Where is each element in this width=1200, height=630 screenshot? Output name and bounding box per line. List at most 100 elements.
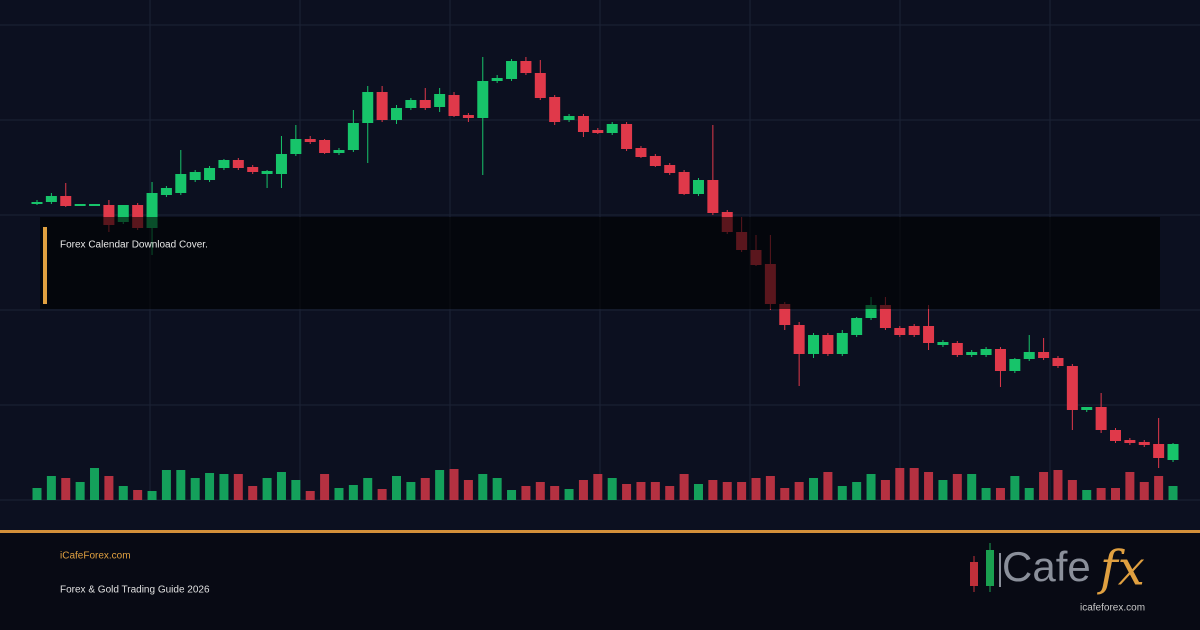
candle-body	[1138, 442, 1150, 445]
logo-url: icafeforex.com	[1080, 603, 1145, 614]
volume-bar	[909, 468, 919, 500]
candle-body	[966, 352, 978, 355]
candle-body	[1066, 366, 1078, 410]
candle-body	[491, 78, 503, 81]
volume-bar	[1096, 488, 1106, 500]
candle-body	[189, 172, 201, 180]
candle-body	[1081, 407, 1093, 410]
volume-bar	[981, 488, 991, 500]
candle-body	[822, 335, 834, 354]
volume-bar	[219, 474, 229, 500]
candle-body	[808, 335, 820, 354]
volume-bar	[650, 482, 660, 500]
candle-body	[980, 349, 992, 355]
volume-bar	[578, 480, 588, 500]
volume-bar	[32, 488, 42, 500]
volume-bar	[794, 482, 804, 500]
candle-body	[1153, 444, 1165, 458]
volume-bar	[406, 482, 416, 500]
volume-bar	[392, 476, 401, 500]
volume-bar	[1010, 476, 1020, 500]
volume-bar	[521, 486, 531, 500]
volume-bar	[952, 474, 962, 500]
logo-accent: fx	[1097, 541, 1145, 597]
candle-body	[577, 116, 589, 132]
caption-overlay	[40, 217, 1160, 309]
candle-body	[793, 325, 805, 354]
volume-bar	[938, 480, 948, 500]
candle-body	[506, 61, 518, 79]
volume-bar	[895, 468, 905, 500]
volume-bar	[478, 474, 488, 500]
volume-bar	[665, 486, 675, 500]
candle-body	[391, 108, 402, 120]
volume-bar	[880, 480, 890, 500]
volume-bar	[1082, 490, 1092, 500]
candle-body	[347, 123, 359, 150]
volume-bar	[118, 486, 128, 500]
candle-body	[275, 154, 287, 174]
candle-body	[304, 139, 316, 142]
volume-bar	[722, 482, 732, 500]
volume-bar	[995, 488, 1005, 500]
candle-body	[865, 305, 877, 318]
candle-body	[707, 180, 719, 213]
candle-body	[146, 193, 158, 228]
candle-body	[405, 100, 417, 108]
volume-bar	[133, 490, 143, 500]
candle-body	[218, 160, 230, 168]
volume-bar	[90, 468, 100, 500]
caption-text: Forex Calendar Download Cover.	[60, 240, 208, 251]
plot	[31, 57, 1179, 500]
candle-body	[894, 328, 906, 335]
volume-bar	[46, 476, 56, 500]
volume-bar	[348, 485, 358, 500]
candle-body	[204, 168, 216, 180]
candle-body	[851, 318, 863, 335]
volume-bar	[837, 486, 847, 500]
candle-body	[419, 100, 431, 108]
candle-body	[1110, 430, 1121, 441]
volume-bar	[233, 474, 243, 500]
volume-bar	[593, 474, 603, 500]
volume-bar	[334, 488, 344, 500]
volume-bar	[852, 482, 862, 500]
volume-bar	[765, 476, 775, 500]
volume-bar	[507, 490, 517, 500]
volume-bar	[463, 480, 473, 500]
candle-body	[376, 92, 388, 120]
candle-body	[74, 204, 86, 206]
volume-bar	[866, 474, 876, 500]
candle-body	[45, 196, 57, 202]
site-name: iCafeForex.com	[60, 551, 131, 562]
volume-bar	[190, 478, 200, 500]
volume-bar	[305, 491, 315, 500]
volume-bar	[607, 478, 617, 500]
volume-bar	[1125, 472, 1135, 500]
candle-body	[563, 116, 575, 120]
candle-body	[160, 188, 172, 195]
volume-bar	[320, 474, 330, 500]
candle-body	[606, 124, 618, 133]
volume-bar	[449, 469, 459, 500]
candle-body	[937, 342, 949, 345]
volume-bar	[737, 482, 747, 500]
candle-body	[1023, 352, 1035, 359]
candle-body	[290, 139, 302, 154]
candle-body	[520, 61, 532, 73]
candle-body	[649, 156, 661, 166]
volume-bar	[809, 478, 819, 500]
candle-body	[592, 130, 604, 133]
volume-bar	[924, 472, 934, 500]
volume-bar	[1111, 488, 1120, 500]
candle-body	[89, 204, 101, 206]
candle-body	[534, 73, 546, 98]
volume-bar	[262, 478, 272, 500]
candle-body	[462, 115, 474, 118]
candle-body	[477, 81, 489, 118]
volume-bar	[693, 484, 703, 500]
volume-bar	[363, 478, 373, 500]
candle-body	[232, 160, 244, 168]
candle-body	[319, 140, 331, 153]
